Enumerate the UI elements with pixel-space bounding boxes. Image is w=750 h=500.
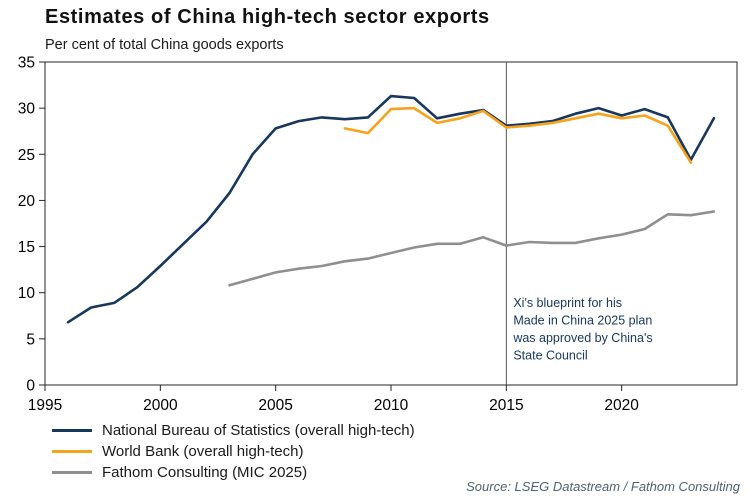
legend-swatch-nbs: [52, 429, 92, 432]
legend-swatch-fathom: [52, 471, 92, 474]
series-line-fathom: [228, 210, 716, 287]
y-tick-label: 35: [18, 55, 35, 72]
y-tick-label: 5: [26, 331, 35, 348]
series-line-world-bank: [343, 106, 693, 164]
line-chart: 0 5 10 15 20 25 30 35 1995 2000 2005 2010 2015 2020 Xi…: [18, 55, 738, 414]
annotation-line: State Council: [513, 349, 587, 363]
x-tick-label: 1995: [28, 397, 62, 414]
chart-title: Estimates of China high-tech sector expo…: [45, 6, 490, 28]
annotation-line: Made in China 2025 plan: [513, 314, 652, 328]
y-tick-label: 0: [26, 378, 35, 395]
legend-item-nbs: National Bureau of Statistics (overall h…: [52, 420, 415, 441]
source-credit: Source: LSEG Datastream / Fathom Consult…: [466, 479, 740, 494]
legend-label-nbs: National Bureau of Statistics (overall h…: [102, 422, 415, 439]
y-tick-label: 10: [18, 285, 36, 302]
series-line-nbs: [66, 94, 716, 324]
legend-swatch-world-bank: [52, 450, 92, 453]
annotation-line: Xi's blueprint for his: [513, 296, 622, 310]
y-tick-label: 15: [18, 239, 35, 256]
x-tick-label: 2005: [258, 397, 292, 414]
y-tick-label: 20: [18, 193, 36, 210]
x-tick-label: 2010: [374, 397, 409, 414]
y-tick-label: 30: [18, 101, 36, 118]
legend-item-world-bank: World Bank (overall high-tech): [52, 441, 415, 462]
y-tick-label: 25: [18, 147, 35, 164]
legend-item-fathom: Fathom Consulting (MIC 2025): [52, 462, 415, 483]
x-tick-label: 2000: [143, 397, 178, 414]
annotation-line: was approved by China's: [512, 331, 652, 345]
legend-label-fathom: Fathom Consulting (MIC 2025): [102, 464, 308, 481]
chart-subtitle: Per cent of total China goods exports: [45, 37, 284, 53]
legend-label-world-bank: World Bank (overall high-tech): [102, 443, 304, 460]
legend: National Bureau of Statistics (overall h…: [52, 420, 415, 483]
x-tick-label: 2015: [489, 397, 523, 414]
x-tick-label: 2020: [604, 397, 639, 414]
